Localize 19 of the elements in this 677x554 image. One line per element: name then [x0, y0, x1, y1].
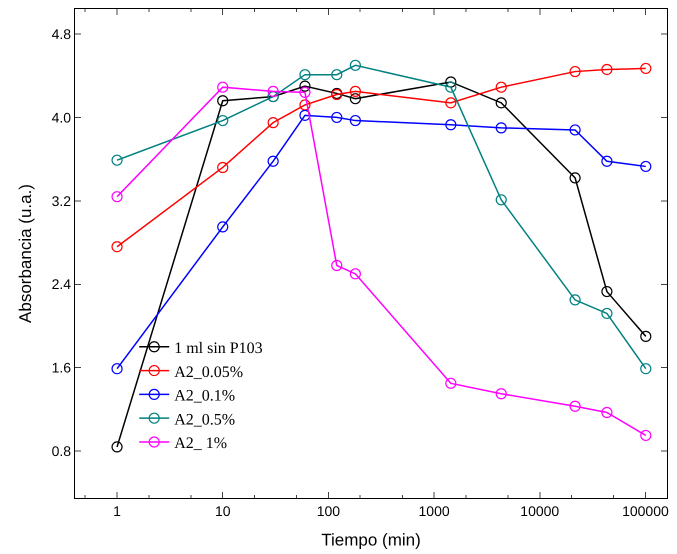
- y-axis-title: Absorbancia (u.a.): [16, 184, 36, 323]
- x-tick-label: 10: [214, 502, 231, 519]
- x-axis-title: Tiempo (min): [321, 530, 421, 550]
- legend-label: 1 ml sin P103: [174, 340, 263, 358]
- x-tick-label: 100000: [622, 502, 669, 519]
- y-tick-label: 0.8: [52, 442, 72, 459]
- x-tick-label: 10000: [520, 502, 560, 519]
- x-tick-label: 1: [113, 502, 122, 519]
- legend-label: A2_ 1%: [174, 435, 228, 452]
- y-tick-label: 4.0: [52, 109, 72, 126]
- y-tick-label: 3.2: [52, 192, 72, 209]
- legend-label: A2_0.5%: [174, 411, 236, 428]
- x-tick-label: 1000: [418, 502, 450, 519]
- legend-label: A2_0.05%: [174, 364, 244, 381]
- y-tick-label: 4.8: [52, 26, 72, 42]
- y-tick-label: 2.4: [52, 276, 72, 292]
- x-tick-label: 100: [316, 502, 340, 519]
- legend-label: A2_0.1%: [174, 388, 236, 405]
- y-tick-label: 1.6: [52, 360, 72, 376]
